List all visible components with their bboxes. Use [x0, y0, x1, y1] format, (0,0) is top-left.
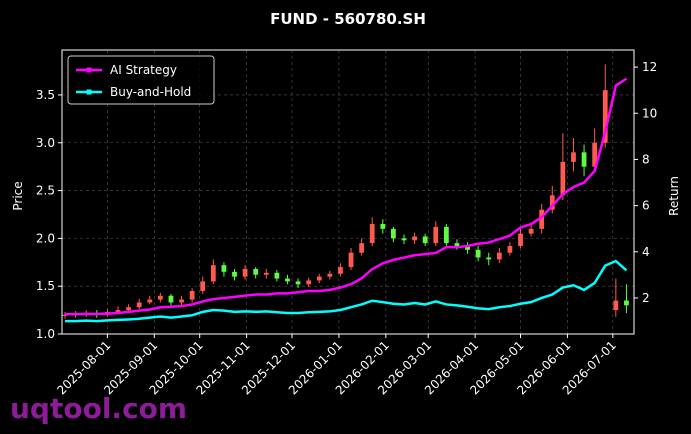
candle-body [549, 195, 555, 210]
candle-body [348, 252, 354, 268]
candle-body [539, 209, 545, 229]
y-tick-label: 3.0 [36, 136, 55, 150]
candle-body [443, 226, 449, 244]
candle-body [157, 295, 163, 300]
y-tick-label: 3.5 [36, 88, 55, 102]
candle-body [380, 224, 386, 229]
y2-tick-label: 2 [642, 291, 650, 305]
y-axis-label: Price [11, 181, 25, 210]
y-tick-label: 2.5 [36, 184, 55, 198]
candle-body [115, 310, 121, 313]
candle-body [454, 243, 460, 247]
candle-body [486, 257, 492, 260]
candle-body [253, 268, 259, 275]
return-line [65, 259, 628, 323]
chart-title: FUND - 560780.SH [270, 10, 426, 28]
candle-body [136, 302, 142, 308]
y-tick-label: 2.0 [36, 231, 55, 245]
y2-tick-label: 12 [642, 60, 657, 74]
candle-body [285, 278, 290, 282]
candle-body [316, 276, 322, 281]
y2-tick-label: 4 [642, 245, 650, 259]
candle-body [507, 246, 513, 253]
candle-body [263, 272, 269, 275]
legend-marker [86, 67, 92, 73]
candle-body [369, 224, 375, 244]
candle-body [179, 299, 184, 303]
candle-body [518, 233, 523, 247]
candle-body [528, 228, 534, 234]
candle-body [306, 280, 312, 285]
candle-body [465, 246, 470, 250]
candle-body [295, 281, 301, 285]
candle-body [147, 299, 153, 303]
candle-body [210, 265, 216, 282]
y2-axis-label: Return [667, 176, 681, 216]
candle-body [422, 236, 428, 244]
candle-body [496, 252, 502, 260]
candle-body [221, 265, 227, 272]
legend-label: Buy-and-Hold [110, 85, 191, 99]
candle-body [338, 267, 343, 274]
candle-body [475, 249, 481, 258]
candle-body [359, 243, 365, 253]
y2-tick-label: 10 [642, 106, 657, 120]
candle-body [560, 161, 566, 196]
plot-frame [61, 49, 635, 335]
candle-body [126, 307, 131, 311]
candle-body [581, 152, 587, 167]
candle-body [200, 281, 206, 291]
candle-body [624, 300, 629, 306]
candle-body [592, 142, 598, 167]
y-tick-label: 1.0 [36, 327, 55, 341]
candle-body [613, 300, 619, 311]
candle-body [189, 290, 195, 300]
candle-body [274, 272, 280, 279]
candle-body [242, 268, 248, 277]
candle-body [602, 90, 608, 143]
candle-body [433, 226, 439, 244]
candle-body [412, 236, 417, 241]
legend-label: AI Strategy [110, 63, 177, 77]
candle-body [391, 228, 396, 239]
legend-box [67, 55, 215, 105]
watermark: uqtool.com [10, 392, 187, 425]
return-line [65, 77, 628, 316]
candle-body [168, 295, 174, 303]
candle-body [327, 273, 333, 277]
y2-tick-label: 8 [642, 152, 650, 166]
legend-marker [86, 89, 92, 95]
y-tick-label: 1.5 [36, 279, 55, 293]
candle-body [401, 238, 407, 241]
y2-tick-label: 6 [642, 199, 650, 213]
candle-body [571, 152, 576, 162]
candle-body [232, 271, 237, 277]
